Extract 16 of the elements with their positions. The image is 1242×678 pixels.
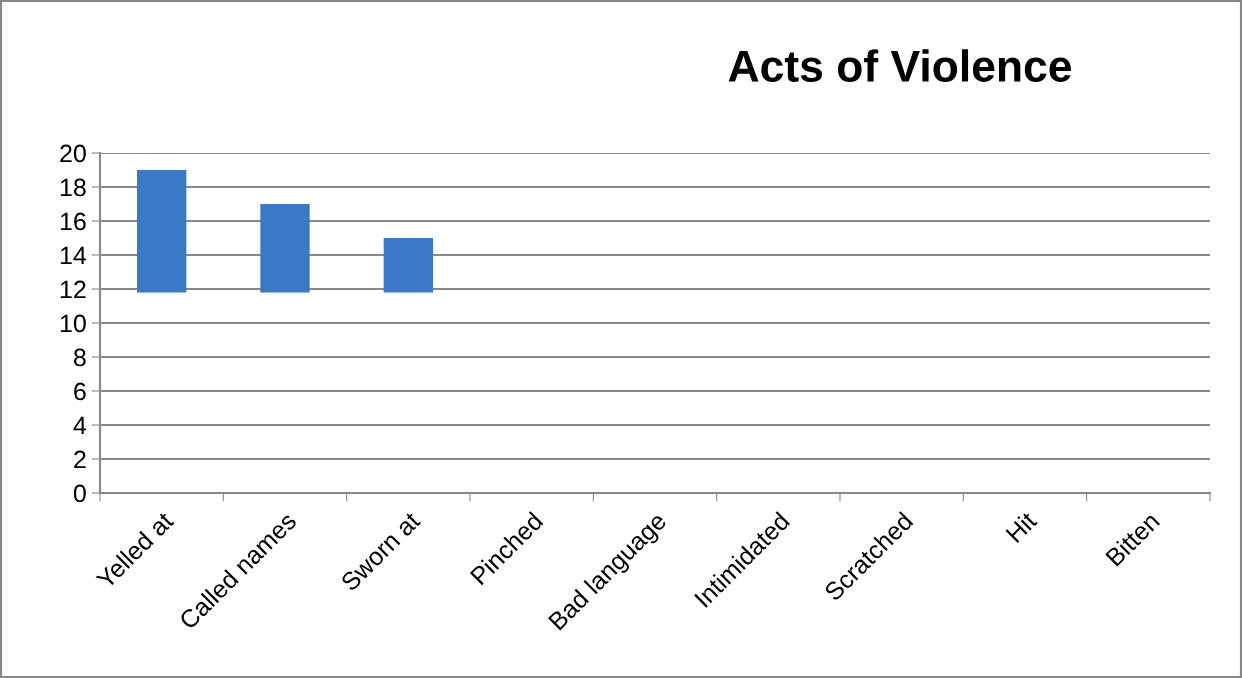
y-tick-label: 0: [73, 484, 86, 503]
y-tick-label: 12: [60, 280, 86, 299]
y-tick-label: 14: [60, 246, 87, 265]
y-tick-label: 18: [60, 178, 86, 197]
y-tick-label: 2: [74, 450, 86, 469]
x-tick-label: Hit: [1004, 510, 1038, 544]
y-tick-label: 20: [60, 144, 86, 163]
chart-title: Acts of Violence: [728, 49, 1071, 82]
bar: [260, 204, 310, 293]
y-tick-label: 10: [60, 314, 86, 333]
y-tick-label: 8: [73, 348, 86, 367]
y-tick-label: 4: [73, 416, 87, 435]
bar: [383, 238, 433, 293]
bar: [137, 170, 187, 293]
y-tick-label: 6: [74, 382, 86, 401]
y-tick-label: 16: [60, 212, 86, 231]
